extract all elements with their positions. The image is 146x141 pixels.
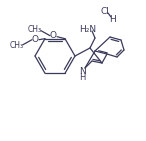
Text: N: N — [79, 68, 85, 77]
Text: H: H — [79, 72, 85, 81]
Text: CH₃: CH₃ — [10, 41, 24, 50]
Text: Cl: Cl — [101, 6, 110, 16]
Text: O: O — [49, 31, 57, 40]
Text: H: H — [109, 15, 115, 24]
Text: H₂N: H₂N — [79, 25, 97, 34]
Text: O: O — [32, 35, 39, 44]
Text: CH₃: CH₃ — [28, 25, 42, 34]
